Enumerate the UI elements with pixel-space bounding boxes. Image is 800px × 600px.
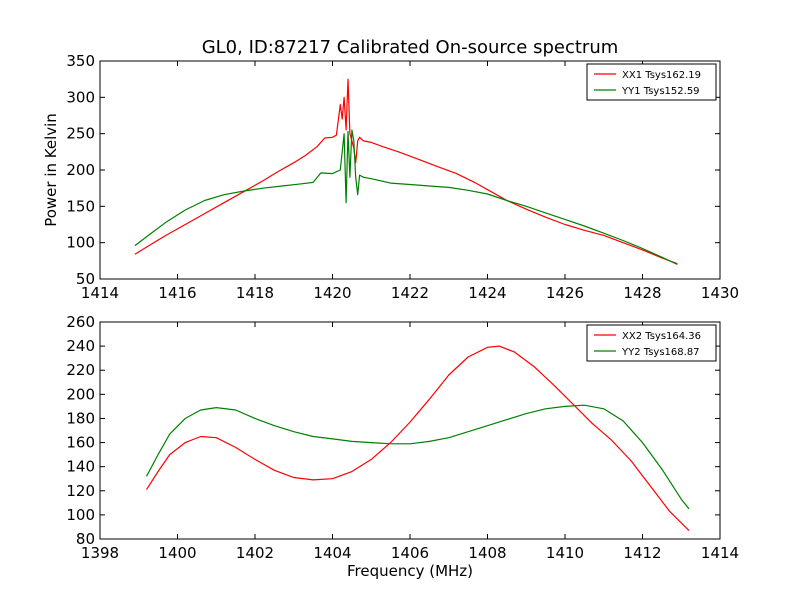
x-tick-label: 1410 — [546, 544, 584, 562]
x-tick-label: 1428 — [623, 284, 661, 302]
y-tick-label: 250 — [66, 125, 95, 143]
y-tick-label: 150 — [66, 197, 95, 215]
x-tick-label: 1420 — [313, 284, 351, 302]
y-tick-label: 220 — [66, 361, 95, 379]
figure-title: GL0, ID:87217 Calibrated On-source spect… — [202, 37, 619, 58]
y-tick-label: 80 — [76, 530, 95, 548]
series-line-1 — [134, 78, 678, 265]
lower-spectrum-chart: 1398 1400 1402 1404 1406 1408 1410 1412 1414 80 10… — [66, 313, 739, 580]
x-tick-label: 1422 — [391, 284, 429, 302]
y-tick-label: 160 — [66, 434, 95, 452]
y-tick-label: 200 — [66, 385, 95, 403]
series-line-1 — [145, 345, 690, 532]
x-tick-label: 1400 — [158, 544, 196, 562]
x-tick-label: 1398 — [81, 544, 119, 562]
series-line-2 — [145, 404, 690, 510]
x-tick-label: 1424 — [468, 284, 506, 302]
x-tick-label: 1418 — [236, 284, 274, 302]
y-tick-label: 240 — [66, 337, 95, 355]
upper-spectrum-chart: 1414 1416 1418 1420 1422 1424 1426 1428 1430 50 10… — [42, 52, 739, 302]
x-tick-label: 1412 — [623, 544, 661, 562]
x-tick-label: 1402 — [236, 544, 274, 562]
x-tick-label: 1426 — [546, 284, 584, 302]
legend-label: XX1 Tsys162.19 — [622, 70, 701, 81]
x-tick-label: 1416 — [158, 284, 196, 302]
legend-box — [586, 324, 717, 362]
x-tick-label: 1406 — [391, 544, 429, 562]
x-tick-label: 1404 — [313, 544, 351, 562]
y-tick-label: 260 — [66, 313, 95, 331]
y-tick-label: 200 — [66, 161, 95, 179]
y-tick-label: 100 — [66, 234, 95, 252]
x-axis-title: Frequency (MHz) — [347, 562, 473, 580]
y-tick-label: 100 — [66, 506, 95, 524]
legend-label: YY1 Tsys152.59 — [621, 86, 700, 97]
series-line-2 — [134, 129, 678, 266]
y-axis-title: Power in Kelvin — [42, 113, 60, 227]
y-tick-label: 180 — [66, 409, 95, 427]
legend-box — [586, 63, 717, 101]
x-tick-label: 1408 — [468, 544, 506, 562]
y-tick-label: 120 — [66, 482, 95, 500]
legend: XX2 Tsys164.36 YY2 Tsys168.87 — [586, 324, 717, 362]
legend-label: XX2 Tsys164.36 — [622, 331, 701, 342]
y-tick-label: 350 — [66, 52, 95, 70]
legend: XX1 Tsys162.19 YY1 Tsys152.59 — [586, 63, 717, 101]
legend-label: YY2 Tsys168.87 — [621, 347, 700, 358]
x-tick-label: 1430 — [701, 284, 739, 302]
x-tick-label: 1414 — [81, 284, 119, 302]
y-tick-label: 50 — [76, 270, 95, 288]
y-tick-label: 140 — [66, 458, 95, 476]
x-tick-label: 1414 — [701, 544, 739, 562]
y-tick-label: 300 — [66, 88, 95, 106]
